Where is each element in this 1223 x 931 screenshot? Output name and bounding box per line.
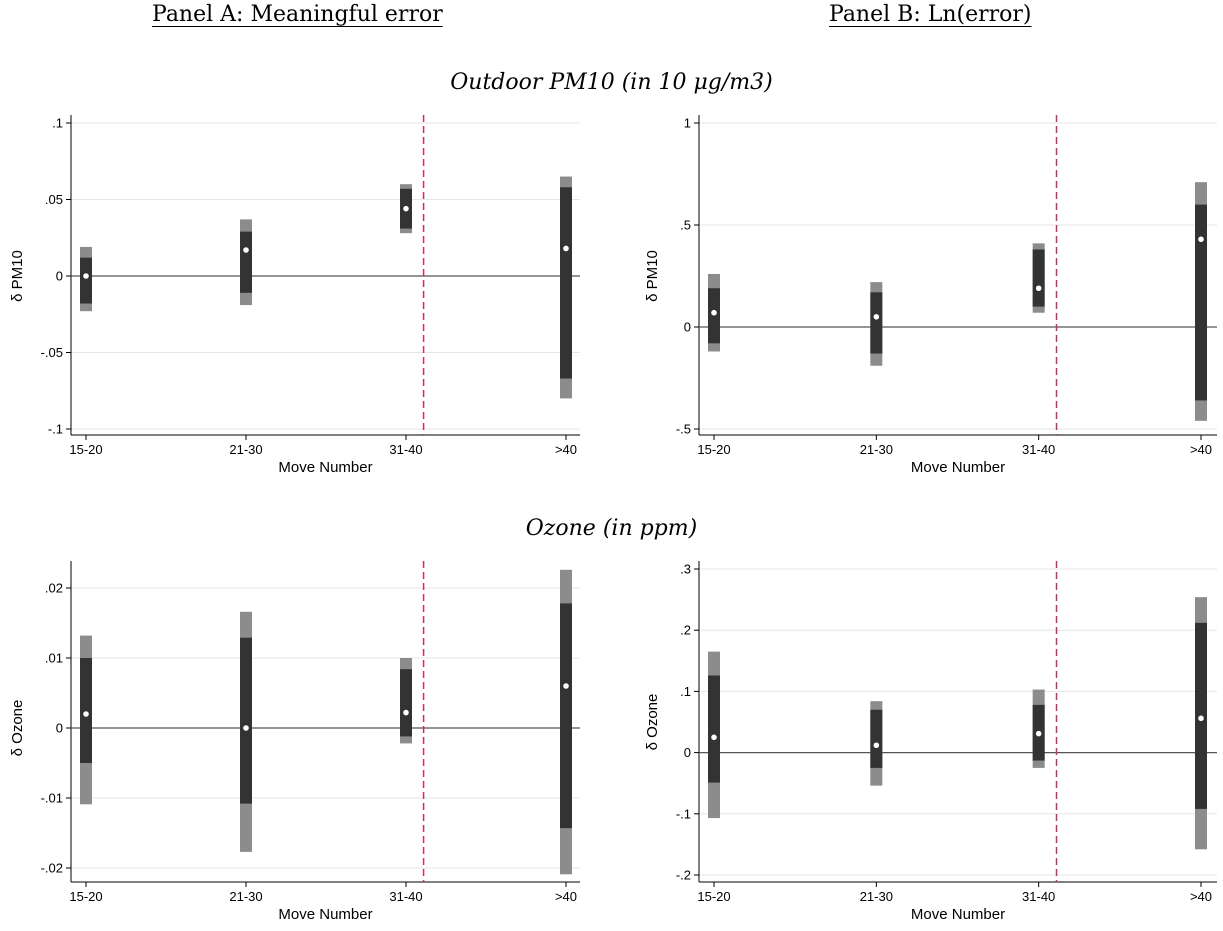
chart3-x-tick-label: >40 — [555, 889, 577, 904]
chart2-y-tick-label: .5 — [680, 218, 691, 233]
chart4-ci-inner-bar — [708, 675, 720, 783]
chart2-x-tick-label: 15-20 — [697, 442, 730, 457]
chart3-y-axis-title: δ Ozone — [9, 700, 26, 757]
chart4-x-tick-label: >40 — [1190, 889, 1212, 904]
chart2-point-estimate — [1035, 284, 1043, 292]
chart4-point-estimate — [1035, 730, 1043, 738]
chart4-y-tick-label: -.2 — [676, 868, 691, 883]
chart3-x-tick-label: 31-40 — [389, 889, 422, 904]
chart1-y-tick-label: .05 — [45, 192, 63, 207]
chart4-y-tick-label: .2 — [680, 623, 691, 638]
chart1-point-estimate — [242, 246, 250, 254]
section-title-pm10: Outdoor PM10 (in 10 μg/m3) — [450, 70, 773, 95]
chart1-x-axis-title: Move Number — [278, 459, 372, 476]
chart3-y-tick-label: .01 — [45, 651, 63, 666]
chart3-y-tick-label: 0 — [56, 721, 63, 736]
chart4-y-axis-title: δ Ozone — [644, 694, 661, 751]
chart4-y-tick-label: .3 — [680, 562, 691, 577]
chart3-point-estimate — [242, 724, 250, 732]
chart4-point-estimate — [1197, 714, 1205, 722]
chart3-ci-inner-bar — [240, 637, 252, 804]
chart3-ci-inner-bar — [400, 669, 412, 737]
chart2-y-tick-label: 1 — [684, 116, 691, 131]
chart4-point-estimate — [872, 741, 880, 749]
chart1-ci-inner-bar — [560, 187, 572, 379]
chart2-ci-inner-bar — [870, 292, 883, 354]
chart3-y-tick-label: .02 — [45, 581, 63, 596]
chart4-x-tick-label: 15-20 — [697, 889, 730, 904]
chart4-ci-inner-bar — [870, 709, 883, 768]
chart4-y-tick-label: 0 — [684, 745, 691, 760]
chart3-y-tick-label: -.02 — [41, 861, 63, 876]
section-title-ozone: Ozone (in ppm) — [525, 516, 698, 541]
chart2-ci-inner-bar — [1032, 249, 1045, 307]
chart3-point-estimate — [562, 682, 570, 690]
chart2-x-tick-label: 31-40 — [1022, 442, 1055, 457]
chart4-x-axis-title: Move Number — [911, 906, 1005, 923]
chart1-y-tick-label: 0 — [56, 269, 63, 284]
chart1-ci-inner-bar — [240, 231, 252, 293]
chart4-y-tick-label: .1 — [680, 684, 691, 699]
chart3-point-estimate — [82, 710, 90, 718]
chart1-y-tick-label: -.1 — [48, 422, 63, 437]
chart2-y-tick-label: -.5 — [676, 422, 691, 437]
chart3-x-axis-title: Move Number — [278, 906, 372, 923]
chart3-ci-inner-bar — [560, 603, 572, 829]
chart1-y-axis-title: δ PM10 — [9, 250, 26, 302]
chart2-x-tick-label: 21-30 — [860, 442, 893, 457]
chart2-y-axis-title: δ PM10 — [644, 250, 661, 302]
chart1-x-tick-label: >40 — [555, 442, 577, 457]
chart2-y-tick-label: 0 — [684, 320, 691, 335]
chart3-x-tick-label: 15-20 — [69, 889, 102, 904]
chart3-y-tick-label: -.01 — [41, 791, 63, 806]
chart1-x-tick-label: 15-20 — [69, 442, 102, 457]
chart4-y-tick-label: -.1 — [676, 806, 691, 821]
chart4-point-estimate — [710, 733, 718, 741]
chart1-point-estimate — [82, 272, 90, 280]
chart1-y-tick-label: .1 — [52, 116, 63, 131]
chart2-point-estimate — [872, 313, 880, 321]
panel-b-title: Panel B: Ln(error) — [829, 2, 1032, 27]
chart1-x-tick-label: 21-30 — [229, 442, 262, 457]
chart3-x-tick-label: 21-30 — [229, 889, 262, 904]
chart1-ci-inner-bar — [80, 257, 92, 304]
panel-a-title: Panel A: Meaningful error — [152, 2, 443, 27]
chart1-point-estimate — [562, 244, 570, 253]
chart2-ci-inner-bar — [1195, 204, 1207, 401]
chart2-point-estimate — [710, 309, 718, 317]
chart2-x-tick-label: >40 — [1190, 442, 1212, 457]
chart4-x-tick-label: 31-40 — [1022, 889, 1055, 904]
chart2-point-estimate — [1197, 235, 1205, 243]
chart1-x-tick-label: 31-40 — [389, 442, 422, 457]
chart1-point-estimate — [402, 205, 410, 213]
chart1-y-tick-label: -.05 — [41, 345, 63, 360]
chart4-x-tick-label: 21-30 — [860, 889, 893, 904]
chart3-point-estimate — [402, 708, 410, 717]
chart2-x-axis-title: Move Number — [911, 459, 1005, 476]
